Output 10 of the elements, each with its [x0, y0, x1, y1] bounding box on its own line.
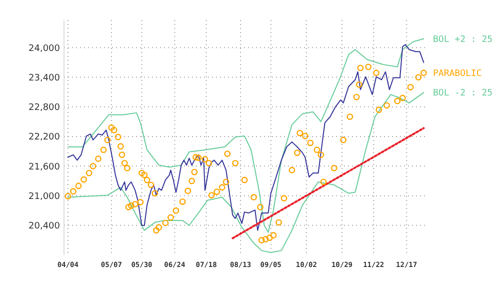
- y-tick-label: 24,000: [28, 44, 60, 54]
- y-tick-label: 23,400: [28, 73, 60, 84]
- series-label: BOL +2 : 25: [433, 34, 493, 45]
- y-tick-label: 22,200: [28, 132, 60, 143]
- y-tick-label: 21,600: [28, 162, 60, 172]
- y-tick-label: 21,000: [28, 192, 60, 202]
- series-label: BOL -2 : 25: [433, 88, 493, 99]
- y-tick-label: 20,400: [28, 222, 60, 232]
- y-tick-label: 22,800: [28, 103, 60, 114]
- series-label: PARABOLIC: [433, 68, 482, 79]
